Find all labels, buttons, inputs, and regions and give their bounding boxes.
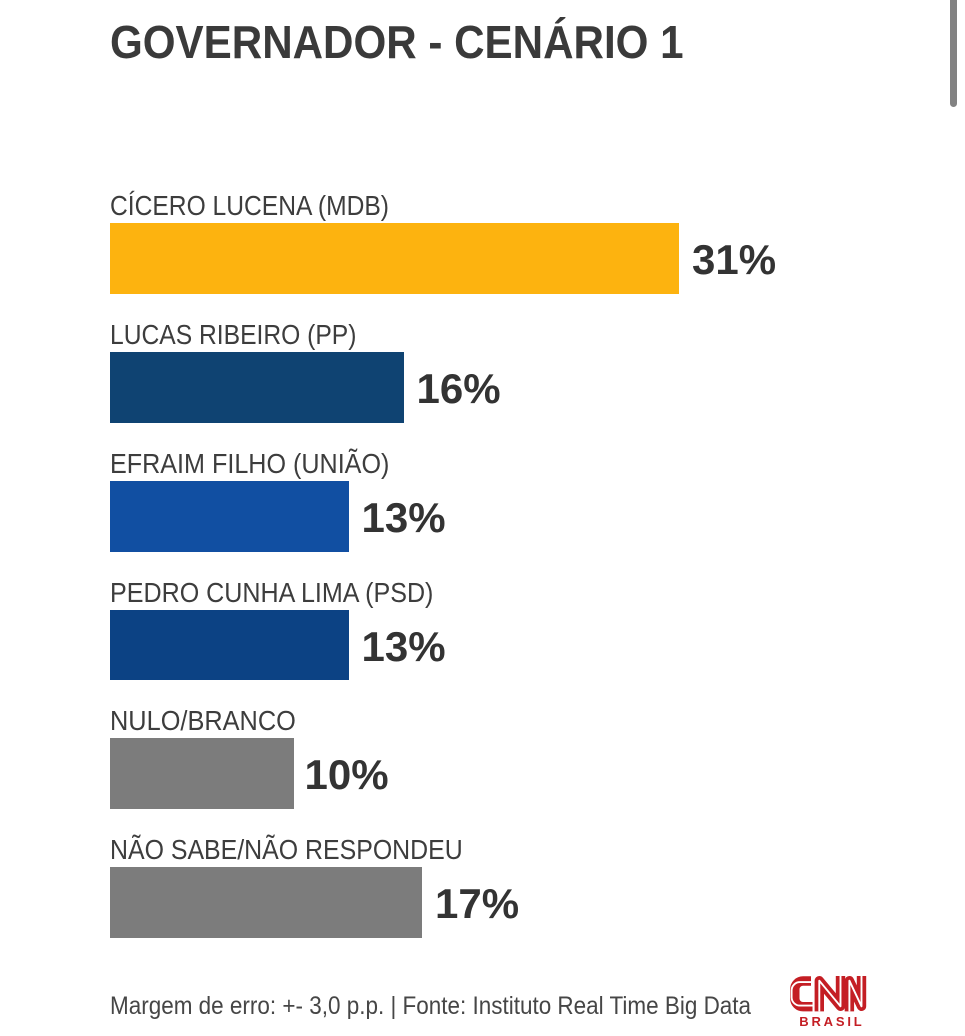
svg-text:BRASIL: BRASIL	[799, 1014, 864, 1029]
